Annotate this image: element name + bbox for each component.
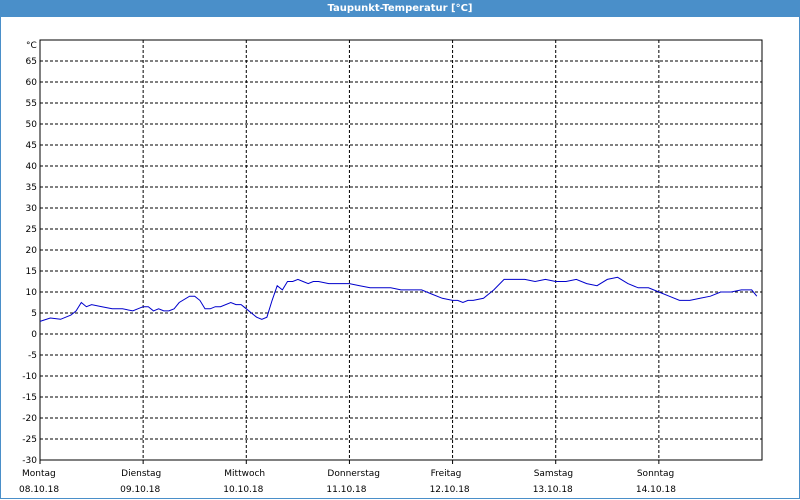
x-tick-date: 08.10.18 — [19, 485, 59, 495]
y-tick-label: 60 — [26, 78, 38, 88]
y-tick-label: -25 — [22, 435, 37, 445]
x-tick-weekday: Sonntag — [637, 469, 674, 479]
x-tick-date: 12.10.18 — [430, 485, 470, 495]
y-tick-label: -10 — [22, 372, 37, 382]
dewpoint-series-line — [39, 276, 758, 322]
x-tick-date: 10.10.18 — [223, 485, 263, 495]
y-tick-label: 50 — [26, 120, 38, 130]
x-tick-date: 09.10.18 — [120, 485, 160, 495]
y-tick-label: -20 — [22, 414, 37, 424]
y-tick-label: 45 — [26, 141, 37, 151]
window-title: Taupunkt-Temperatur [°C] — [0, 0, 800, 17]
y-tick-label: 5 — [31, 309, 37, 319]
y-tick-label: 25 — [26, 225, 37, 235]
series-layer — [39, 276, 758, 322]
y-tick-label: 30 — [26, 204, 38, 214]
x-tick-weekday: Mittwoch — [224, 469, 265, 479]
y-tick-label: -15 — [22, 393, 37, 403]
x-tick-date: 13.10.18 — [533, 485, 573, 495]
y-axis-ticks: 65605550454035302520151050-5-10-15-20-25… — [22, 57, 37, 466]
y-tick-label: 20 — [26, 246, 38, 256]
x-tick-weekday: Freitag — [431, 469, 462, 479]
y-tick-label: 10 — [26, 288, 38, 298]
x-tick-weekday: Samstag — [534, 469, 573, 479]
x-tick-weekday: Montag — [22, 469, 56, 479]
y-tick-label: 55 — [26, 99, 37, 109]
y-tick-label: 40 — [26, 162, 38, 172]
x-tick-weekday: Dienstag — [121, 469, 161, 479]
y-tick-label: 0 — [31, 330, 37, 340]
x-tick-weekday: Donnerstag — [327, 469, 380, 479]
x-tick-date: 11.10.18 — [326, 485, 366, 495]
grid-layer — [39, 39, 763, 461]
y-tick-label: -30 — [22, 456, 37, 466]
y-tick-label: 15 — [26, 267, 37, 277]
x-tick-date: 14.10.18 — [636, 485, 676, 495]
y-tick-label: -5 — [28, 351, 37, 361]
y-axis-unit-label: °C — [26, 41, 37, 51]
y-tick-label: 35 — [26, 183, 37, 193]
x-axis-ticks: Montag 08.10.18 Dienstag 09.10.18 Mittwoch 10… — [19, 460, 676, 495]
y-tick-label: 65 — [26, 57, 37, 67]
